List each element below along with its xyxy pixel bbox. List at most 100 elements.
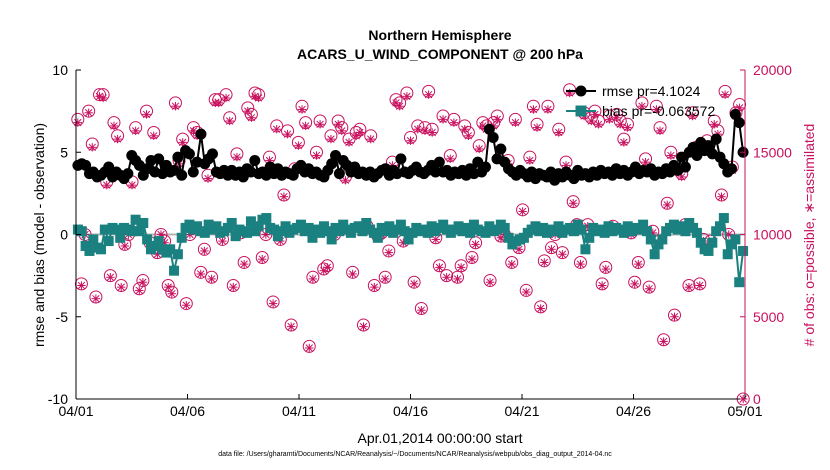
- assimilated-obs-marker: [167, 289, 177, 298]
- x-tick-label: 04/16: [393, 403, 428, 419]
- asterisk-stroke: [117, 283, 125, 291]
- bias-point: [322, 226, 333, 237]
- assimilated-obs-marker: [688, 111, 697, 121]
- bias-point: [76, 226, 87, 237]
- assimilated-obs-marker: [182, 301, 191, 310]
- assimilated-obs-marker: [268, 299, 278, 308]
- rmse-point: [183, 148, 195, 160]
- asterisk-stroke: [656, 127, 664, 135]
- possible-obs-marker: [414, 302, 428, 316]
- chart-title: Northern Hemisphere: [368, 27, 511, 43]
- assimilated-obs-marker: [619, 138, 629, 147]
- bias-point: [115, 232, 126, 243]
- possible-obs-marker: [165, 285, 179, 299]
- assimilated-obs-marker: [569, 199, 578, 208]
- x-tick-label: 04/11: [282, 403, 316, 419]
- asterisk-stroke: [721, 90, 729, 99]
- possible-obs-marker: [693, 277, 707, 291]
- assimilated-obs-marker: [164, 282, 173, 292]
- bias-point: [649, 249, 660, 260]
- assimilated-obs-marker: [214, 98, 224, 108]
- rmse-point: [395, 153, 407, 165]
- assimilated-obs-marker: [301, 121, 310, 131]
- asterisk-stroke: [446, 155, 454, 163]
- assimilated-obs-marker: [384, 248, 394, 257]
- asterisk-stroke: [529, 105, 538, 114]
- legend-rmse-label: rmse pr=4.1024: [602, 83, 701, 99]
- assimilated-obs-marker: [243, 106, 252, 116]
- assimilated-obs-marker: [543, 105, 553, 114]
- asterisk-stroke: [569, 199, 577, 207]
- possible-obs-marker: [284, 318, 298, 332]
- asterisk-stroke: [338, 127, 346, 135]
- possible-obs-marker: [469, 236, 483, 250]
- assimilated-obs-marker: [406, 136, 415, 145]
- possible-obs-marker: [356, 318, 370, 332]
- assimilated-obs-marker: [279, 192, 289, 201]
- possible-obs-marker: [136, 274, 150, 288]
- bias-point: [618, 227, 629, 238]
- assimilated-obs-marker: [529, 105, 538, 114]
- legend-bias-marker: [575, 105, 587, 117]
- asterisk-stroke: [164, 283, 172, 291]
- asterisk-stroke: [464, 132, 473, 140]
- asterisk-stroke: [244, 107, 252, 115]
- possible-obs-marker: [114, 278, 128, 292]
- rmse-point: [176, 169, 188, 181]
- assimilated-obs-marker: [207, 274, 216, 284]
- asterisk-stroke: [576, 260, 585, 268]
- asterisk-stroke: [200, 247, 209, 255]
- possible-obs-marker: [205, 270, 219, 284]
- assimilated-obs-marker: [142, 110, 151, 119]
- assimilated-obs-marker: [576, 259, 585, 269]
- x-tick-label: 04/21: [504, 403, 539, 419]
- bias-point: [230, 231, 241, 242]
- assimilated-obs-marker: [84, 108, 93, 117]
- asterisk-stroke: [88, 143, 96, 152]
- possible-obs-marker: [306, 270, 320, 284]
- asterisk-stroke: [225, 117, 234, 125]
- asterisk-stroke: [486, 278, 494, 286]
- assimilated-obs-marker: [73, 118, 83, 127]
- asterisk-stroke: [121, 242, 129, 250]
- assimilated-obs-marker: [171, 101, 180, 111]
- assimilated-obs-marker: [623, 123, 632, 132]
- bias-point: [334, 226, 345, 237]
- chart-subtitle: ACARS_U_WIND_COMPONENT @ 200 hPa: [297, 46, 583, 62]
- assimilated-obs-marker: [424, 90, 433, 99]
- assimilated-obs-marker: [525, 156, 535, 165]
- bias-point: [226, 217, 237, 228]
- asterisk-stroke: [215, 99, 223, 107]
- asterisk-stroke: [106, 273, 115, 281]
- bias-point: [703, 245, 714, 256]
- asterisk-stroke: [370, 283, 379, 291]
- assimilated-obs-marker: [341, 176, 350, 185]
- asterisk-stroke: [526, 156, 534, 165]
- asterisk-stroke: [312, 151, 321, 160]
- possible-obs-marker: [454, 259, 468, 273]
- assimilated-obs-marker: [659, 337, 668, 346]
- assimilated-obs-marker: [117, 282, 126, 292]
- assimilated-obs-marker: [409, 279, 419, 289]
- assimilated-obs-marker: [229, 282, 238, 292]
- possible-obs-marker: [226, 278, 240, 292]
- asterisk-stroke: [334, 120, 342, 128]
- assimilated-obs-marker: [449, 118, 459, 127]
- asterisk-stroke: [536, 304, 545, 313]
- assimilated-obs-marker: [616, 120, 625, 129]
- assimilated-obs-marker: [612, 113, 621, 122]
- asterisk-stroke: [547, 245, 556, 254]
- asterisk-stroke: [168, 290, 176, 298]
- assimilated-obs-marker: [471, 240, 480, 249]
- asterisk-stroke: [659, 337, 668, 346]
- assimilated-obs-marker: [720, 90, 730, 99]
- bias-point: [261, 213, 272, 224]
- asterisk-stroke: [327, 135, 335, 143]
- rmse-point: [326, 158, 338, 170]
- asterisk-stroke: [645, 285, 653, 293]
- asterisk-stroke: [620, 138, 628, 147]
- assimilated-obs-marker: [113, 134, 122, 144]
- asterisk-stroke: [518, 207, 527, 216]
- possible-obs-marker: [519, 283, 533, 297]
- possible-obs-marker: [642, 280, 656, 294]
